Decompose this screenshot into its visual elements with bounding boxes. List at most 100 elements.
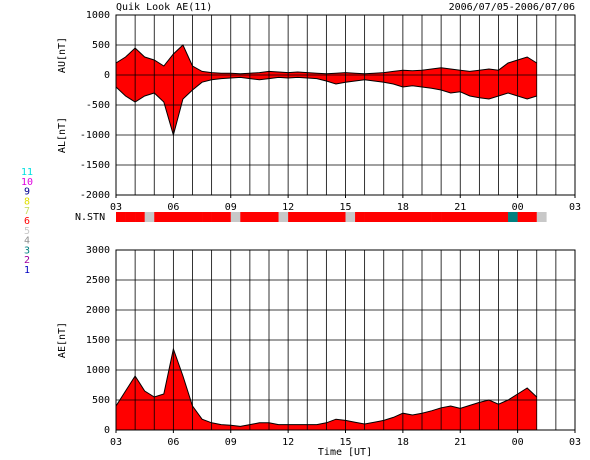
y-tick-label: 500: [92, 40, 110, 51]
stn-segment: [259, 212, 270, 222]
stn-segment: [182, 212, 193, 222]
y-tick-label: -1500: [80, 160, 110, 171]
stn-segment: [402, 212, 413, 222]
plot-frame: [115, 14, 576, 196]
x-tick-label: 00: [512, 437, 524, 448]
date-range: 2006/07/05-2006/07/06: [449, 2, 575, 13]
legend-entry: 2: [24, 255, 30, 266]
x-tick-label: 03: [110, 202, 122, 213]
stn-segment: [479, 212, 490, 222]
stn-segment: [450, 212, 461, 222]
stn-segment: [527, 212, 538, 222]
stn-segment: [488, 212, 499, 222]
line: [115, 76, 537, 137]
title: Quik Look AE(11): [116, 2, 212, 13]
stn-segment: [364, 212, 375, 222]
y-tick-label: 1000: [86, 365, 110, 376]
x-tick-label: 00: [512, 202, 524, 213]
line: [115, 347, 538, 427]
plot-frame: [115, 249, 576, 431]
legend-entry: 9: [24, 187, 30, 198]
y-tick-label: 500: [92, 395, 110, 406]
x-tick-label: 12: [282, 202, 294, 213]
legend-entry: 3: [24, 245, 30, 256]
y-tick-label: 1000: [86, 10, 110, 21]
x-axis-label: Time [UT]: [318, 447, 372, 458]
x-tick-label: 18: [397, 202, 409, 213]
stn-segment: [422, 212, 432, 222]
stn-segment: [307, 212, 318, 222]
x-tick-label: 06: [167, 437, 179, 448]
x-tick-label: 06: [167, 202, 179, 213]
legend-entry: 1: [24, 265, 30, 276]
stn-label: N.STN: [75, 212, 105, 223]
stn-segment: [221, 212, 232, 222]
legend-entry: 6: [24, 216, 30, 227]
stn-segment: [116, 212, 126, 222]
stn-segment: [536, 212, 547, 222]
x-tick-label: 12: [282, 437, 294, 448]
legend-entry: 8: [24, 196, 30, 207]
stn-segment: [316, 212, 327, 222]
legend-entry: 11: [21, 167, 33, 178]
y-tick-label: -500: [86, 100, 110, 111]
stn-segment: [326, 212, 337, 222]
stn-segment: [431, 212, 442, 222]
stn-segment: [393, 212, 404, 222]
y-tick-label: 2000: [86, 305, 110, 316]
area: [116, 349, 537, 430]
area: [116, 45, 537, 75]
stn-segment: [173, 212, 184, 222]
stn-segment: [441, 212, 451, 222]
stn-segment: [498, 212, 509, 222]
legend-entry: 10: [21, 177, 33, 188]
x-tick-label: 21: [454, 202, 466, 213]
stn-segment: [355, 212, 365, 222]
stn-segment: [211, 212, 222, 222]
y-tick-label: 2500: [86, 275, 110, 286]
stn-segment: [249, 212, 260, 222]
y-tick-label: 3000: [86, 245, 110, 256]
stn-segment: [297, 212, 308, 222]
x-tick-label: 15: [339, 202, 351, 213]
x-tick-label: 09: [225, 437, 237, 448]
y-tick-label: 0: [104, 70, 110, 81]
x-tick-label: 03: [110, 437, 122, 448]
area: [116, 75, 537, 135]
y-tick-label: 1500: [86, 335, 110, 346]
stn-segment: [125, 212, 136, 222]
y-axis-label: AE[nT]: [57, 322, 68, 358]
x-tick-label: 21: [454, 437, 466, 448]
stn-segment: [240, 212, 251, 222]
y-tick-label: -1000: [80, 130, 110, 141]
stn-segment: [288, 212, 298, 222]
x-tick-label: 03: [569, 437, 581, 448]
y-tick-label: -2000: [80, 190, 110, 201]
stn-segment: [192, 212, 203, 222]
y-axis-label: AU[nT]: [57, 37, 68, 73]
stn-segment: [345, 212, 356, 222]
stn-segment: [144, 212, 155, 222]
stn-segment: [383, 212, 394, 222]
stn-segment: [278, 212, 289, 222]
stn-segment: [269, 212, 279, 222]
stn-segment: [154, 212, 165, 222]
stn-segment: [202, 212, 212, 222]
stn-segment: [135, 212, 145, 222]
stn-segment: [230, 212, 241, 222]
line: [115, 44, 538, 75]
stn-segment: [374, 212, 385, 222]
stn-segment: [163, 212, 174, 222]
y-axis-label: AL[nT]: [57, 117, 68, 153]
stn-segment: [460, 212, 471, 222]
legend-entry: 7: [24, 206, 30, 217]
x-tick-label: 18: [397, 437, 409, 448]
x-tick-label: 15: [339, 437, 351, 448]
x-tick-label: 03: [569, 202, 581, 213]
x-tick-label: 09: [225, 202, 237, 213]
stn-segment: [469, 212, 480, 222]
y-tick-label: 0: [104, 425, 110, 436]
legend-entry: 4: [24, 236, 30, 247]
stn-segment: [508, 212, 518, 222]
